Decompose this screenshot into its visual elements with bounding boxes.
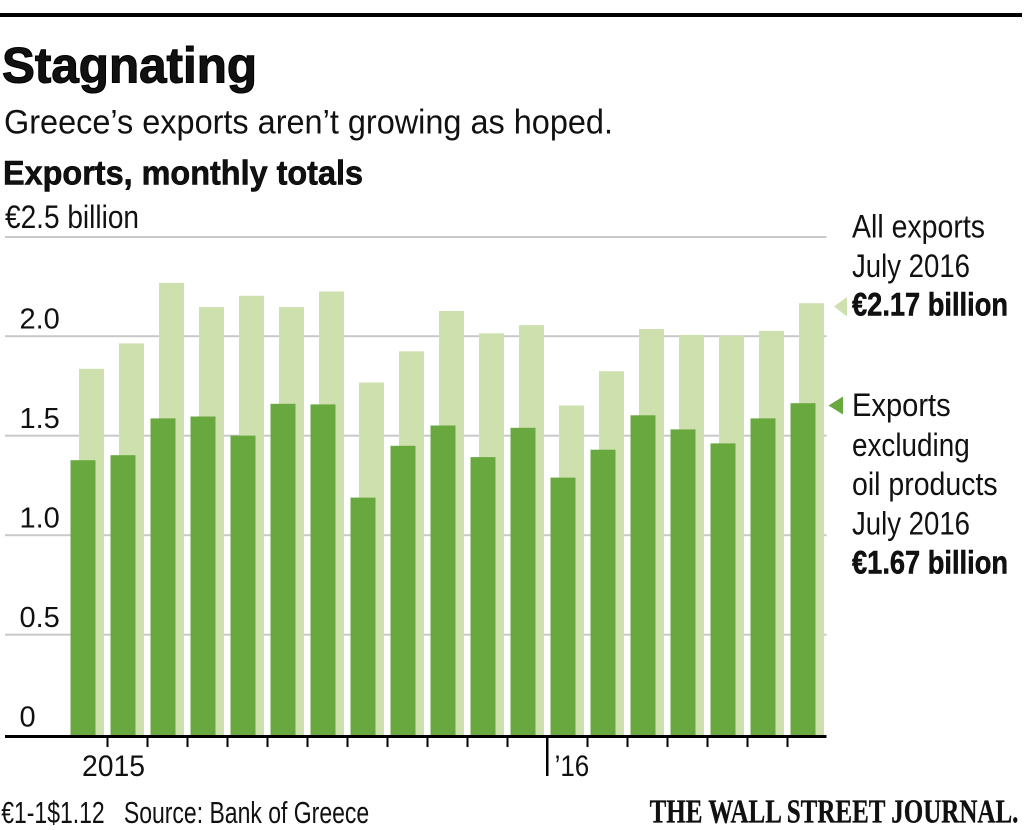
svg-text:€1-1$1.12 Source: Bank of Gr: €1-1$1.12 Source: Bank of Greece: [1, 795, 369, 830]
svg-text:0: 0: [20, 702, 36, 734]
svg-text:Stagnating: Stagnating: [2, 37, 257, 93]
svg-text:€2.5 billion: €2.5 billion: [5, 199, 139, 235]
svg-text:2.0: 2.0: [20, 304, 60, 336]
svg-text:1.5: 1.5: [20, 403, 60, 435]
svg-text:July 2016: July 2016: [852, 248, 970, 284]
svg-text:excluding: excluding: [852, 427, 970, 463]
svg-text:Exports, monthly totals: Exports, monthly totals: [3, 154, 363, 192]
svg-text:Greece’s exports aren’t growin: Greece’s exports aren’t growing as hoped…: [4, 104, 613, 142]
svg-text:’16: ’16: [555, 750, 590, 783]
svg-text:€1.67 billion: €1.67 billion: [852, 545, 1008, 581]
svg-text:Exports: Exports: [852, 387, 951, 423]
svg-text:0.5: 0.5: [20, 602, 60, 634]
svg-text:oil products: oil products: [852, 466, 998, 502]
svg-text:All exports: All exports: [852, 209, 985, 245]
svg-text:THE WALL STREET JOURNAL.: THE WALL STREET JOURNAL.: [650, 793, 1019, 830]
svg-text:1.0: 1.0: [20, 503, 60, 535]
svg-text:€2.17 billion: €2.17 billion: [852, 287, 1008, 323]
svg-text:2015: 2015: [82, 750, 145, 783]
svg-text:July 2016: July 2016: [852, 505, 970, 541]
